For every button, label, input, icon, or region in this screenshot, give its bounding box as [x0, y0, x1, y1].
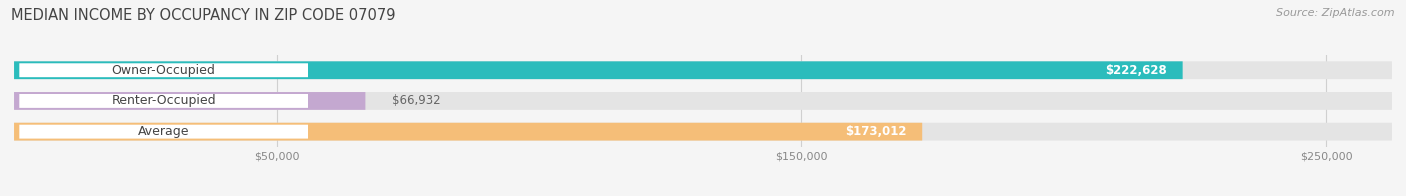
Text: Average: Average [138, 125, 190, 138]
FancyBboxPatch shape [14, 123, 1392, 141]
FancyBboxPatch shape [14, 92, 366, 110]
FancyBboxPatch shape [20, 94, 308, 108]
FancyBboxPatch shape [14, 92, 1392, 110]
FancyBboxPatch shape [14, 61, 1392, 79]
Text: $222,628: $222,628 [1105, 64, 1167, 77]
Text: $66,932: $66,932 [392, 94, 440, 107]
FancyBboxPatch shape [14, 61, 1182, 79]
FancyBboxPatch shape [14, 123, 922, 141]
Text: Owner-Occupied: Owner-Occupied [111, 64, 215, 77]
FancyBboxPatch shape [20, 125, 308, 139]
Text: MEDIAN INCOME BY OCCUPANCY IN ZIP CODE 07079: MEDIAN INCOME BY OCCUPANCY IN ZIP CODE 0… [11, 8, 395, 23]
FancyBboxPatch shape [20, 63, 308, 77]
Text: $173,012: $173,012 [845, 125, 907, 138]
Text: Renter-Occupied: Renter-Occupied [111, 94, 217, 107]
Text: Source: ZipAtlas.com: Source: ZipAtlas.com [1277, 8, 1395, 18]
